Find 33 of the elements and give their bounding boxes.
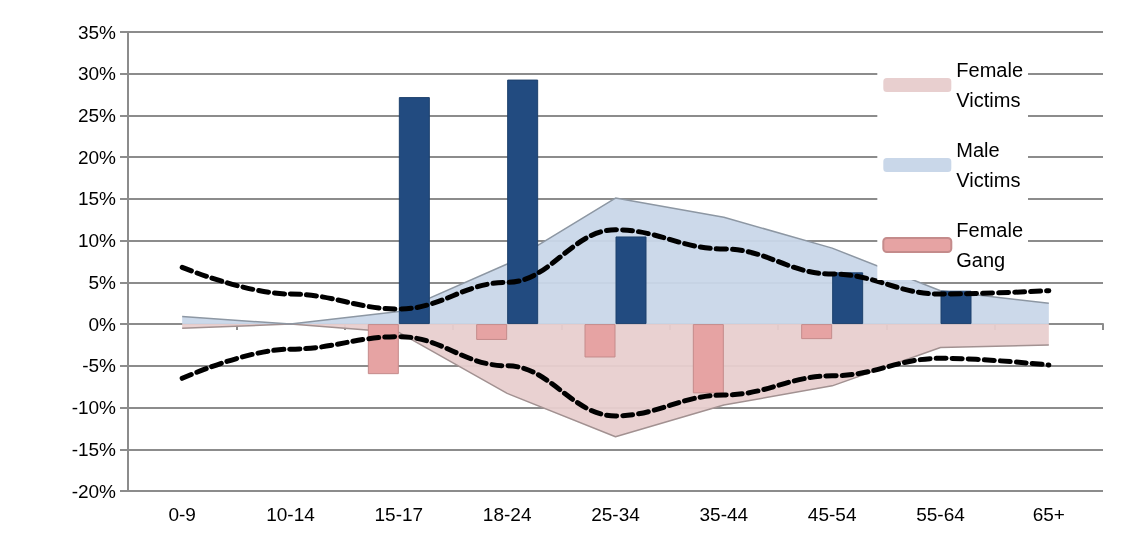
y-tick-label: 35%	[77, 21, 117, 43]
legend-label: Female Gang	[956, 219, 1024, 271]
y-tick-label: 5%	[88, 271, 117, 293]
x-tick-label: 55-64	[916, 504, 966, 525]
y-tick-label: -10%	[71, 397, 117, 419]
x-tick-label: 10-14	[266, 504, 316, 525]
bar	[476, 324, 508, 340]
bar	[832, 272, 864, 325]
bar	[801, 324, 833, 340]
y-tick-label: 0%	[88, 313, 117, 335]
y-tick-label: 25%	[77, 104, 117, 126]
legend-label: Male Victims	[956, 139, 1021, 191]
bar	[367, 324, 399, 375]
y-tick-label: 15%	[77, 188, 117, 210]
bar	[584, 324, 616, 358]
y-tick-label: -20%	[71, 480, 117, 502]
x-tick-label: 35-44	[699, 504, 749, 525]
x-tick-label: 25-34	[591, 504, 641, 525]
y-tick-label: 30%	[77, 63, 117, 85]
bar	[615, 236, 647, 325]
x-tick-label: 0-9	[168, 504, 196, 525]
x-tick-label: 15-17	[374, 504, 424, 525]
x-tick-label: 65+	[1032, 504, 1065, 525]
y-tick-label: 20%	[77, 146, 117, 168]
x-tick-label: 45-54	[807, 504, 857, 525]
legend-label: Female Victims	[956, 59, 1024, 111]
y-tick-label: -15%	[71, 438, 117, 460]
bar	[692, 324, 724, 394]
bar	[507, 79, 539, 325]
y-tick-label: 10%	[77, 230, 117, 252]
x-tick-label: 18-24	[482, 504, 532, 525]
bar	[398, 97, 430, 325]
y-tick-label: -5%	[82, 355, 117, 377]
